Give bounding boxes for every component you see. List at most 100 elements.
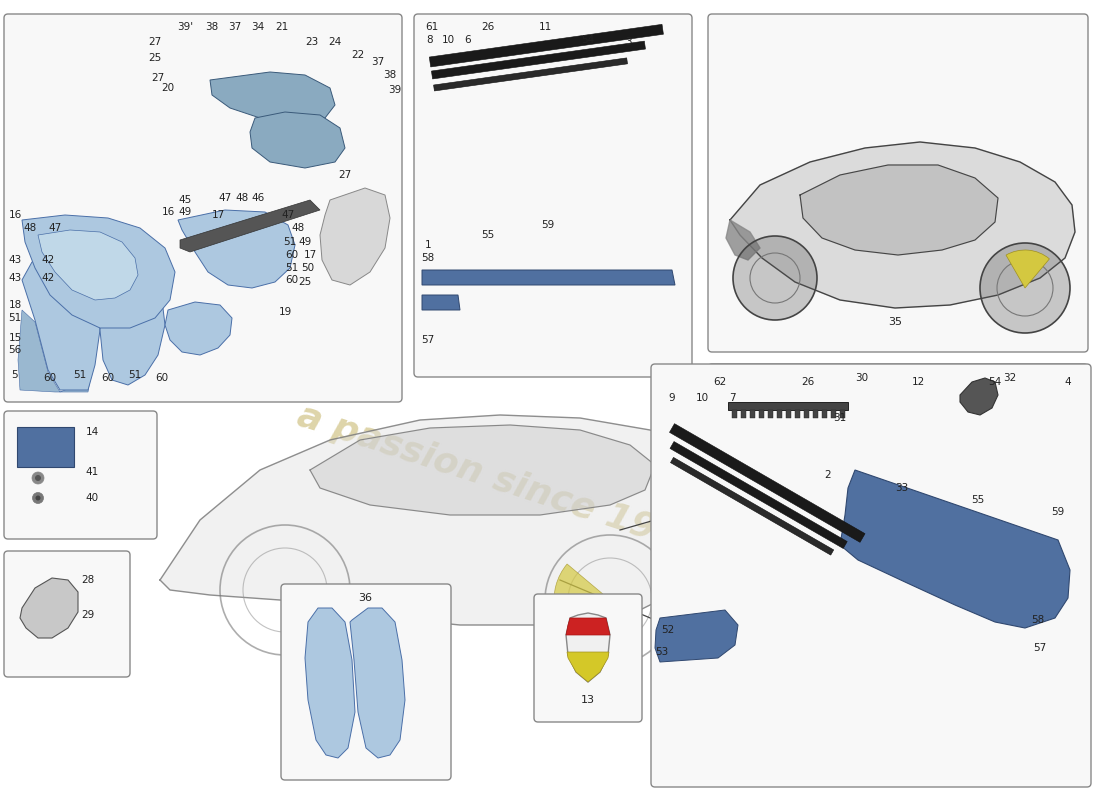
Text: 47: 47 [219,193,232,203]
Circle shape [980,243,1070,333]
Polygon shape [830,410,836,418]
Circle shape [32,472,44,484]
Text: 27: 27 [152,73,165,83]
Circle shape [35,495,41,501]
Polygon shape [750,410,755,418]
Text: 12: 12 [912,377,925,387]
Text: 51: 51 [129,370,142,380]
Text: 1: 1 [425,240,431,250]
Polygon shape [429,24,663,67]
Text: 59: 59 [1052,507,1065,517]
Text: 8: 8 [427,35,433,45]
Circle shape [33,493,44,503]
Text: 51: 51 [74,370,87,380]
Text: 25: 25 [148,53,162,63]
Text: 24: 24 [329,37,342,47]
Wedge shape [554,564,610,649]
Polygon shape [566,652,609,682]
Text: 53: 53 [656,647,669,657]
Polygon shape [840,410,845,418]
Text: 31: 31 [834,413,847,423]
Text: 62: 62 [714,377,727,387]
Text: 52: 52 [661,625,674,635]
Polygon shape [671,458,834,555]
Text: 49: 49 [298,237,311,247]
Text: 51: 51 [284,237,297,247]
FancyBboxPatch shape [4,551,130,677]
Text: 32: 32 [1003,373,1016,383]
Text: 13: 13 [581,695,595,705]
Text: 37: 37 [372,57,385,67]
FancyBboxPatch shape [708,364,1088,474]
Polygon shape [813,410,818,418]
Text: 33: 33 [895,483,909,493]
Text: 29: 29 [81,610,95,620]
Polygon shape [768,410,773,418]
Polygon shape [654,610,738,662]
Polygon shape [250,112,345,168]
Text: 28: 28 [81,575,95,585]
Polygon shape [566,613,610,682]
FancyBboxPatch shape [280,584,451,780]
Text: 49: 49 [178,207,191,217]
Text: 48: 48 [292,223,305,233]
Polygon shape [22,258,100,390]
Polygon shape [310,425,654,515]
Text: 10: 10 [441,35,454,45]
Text: 36: 36 [358,593,372,603]
Text: 20: 20 [162,83,175,93]
Polygon shape [795,410,800,418]
Polygon shape [759,410,764,418]
Polygon shape [18,310,90,392]
Text: 7: 7 [728,393,735,403]
Text: 38: 38 [384,70,397,80]
Text: 35: 35 [888,317,902,327]
Text: 59: 59 [541,220,554,230]
Text: 50: 50 [301,263,315,273]
Polygon shape [670,442,847,549]
Polygon shape [670,424,865,542]
Polygon shape [320,188,390,285]
Polygon shape [800,165,998,255]
FancyBboxPatch shape [16,427,74,467]
Polygon shape [180,200,320,252]
Polygon shape [178,210,295,288]
Text: 41: 41 [86,467,99,477]
Polygon shape [566,618,610,635]
Text: 43: 43 [9,255,22,265]
Polygon shape [210,72,336,122]
Text: 26: 26 [482,22,495,32]
Polygon shape [728,402,848,410]
Text: 54: 54 [582,35,595,45]
Text: 27: 27 [339,170,352,180]
Text: 57: 57 [421,335,434,345]
Text: 26: 26 [802,377,815,387]
Text: 23: 23 [306,37,319,47]
Text: 56: 56 [9,345,22,355]
Wedge shape [1006,250,1049,288]
Polygon shape [433,58,627,91]
Polygon shape [305,608,355,758]
Text: 38: 38 [206,22,219,32]
Text: 15: 15 [9,333,22,343]
Text: 39': 39' [177,22,194,32]
Polygon shape [960,378,998,415]
Text: 21: 21 [275,22,288,32]
Polygon shape [822,410,827,418]
Text: 48: 48 [23,223,36,233]
Text: 16: 16 [162,207,175,217]
Text: 11: 11 [538,22,551,32]
Polygon shape [786,410,791,418]
Text: 17: 17 [211,210,224,220]
Text: 57: 57 [1033,643,1046,653]
Text: 60: 60 [285,275,298,285]
Text: 42: 42 [42,273,55,283]
Text: 34: 34 [252,22,265,32]
Polygon shape [22,215,175,328]
Polygon shape [20,578,78,638]
Polygon shape [840,470,1070,628]
Text: 58: 58 [421,253,434,263]
Text: 6: 6 [464,35,471,45]
FancyBboxPatch shape [651,364,1091,787]
Circle shape [733,236,817,320]
